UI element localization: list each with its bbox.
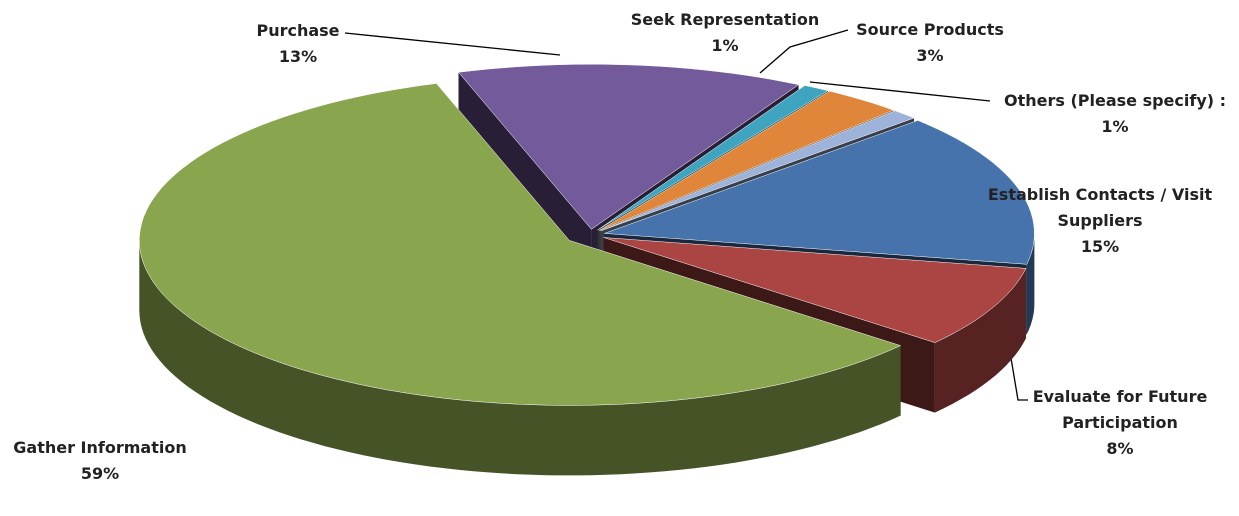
slice bbox=[603, 237, 1027, 343]
category-label: Others (Please specify) : bbox=[1003, 91, 1227, 110]
leader-line bbox=[1007, 339, 1028, 401]
data-label: Evaluate for Future Participation 8% bbox=[1000, 384, 1239, 462]
value-label: 3% bbox=[916, 46, 944, 65]
data-label: Purchase 13% bbox=[218, 18, 378, 70]
leader-line bbox=[759, 29, 849, 74]
data-label: Seek Representation 1% bbox=[625, 7, 825, 59]
value-label: 1% bbox=[711, 36, 739, 55]
category-label: Evaluate for Future Participation bbox=[1032, 387, 1208, 432]
slice bbox=[458, 64, 800, 230]
data-label: Source Products 3% bbox=[830, 17, 1030, 69]
value-label: 59% bbox=[80, 464, 120, 483]
value-label: 13% bbox=[278, 47, 318, 66]
slice bbox=[597, 85, 829, 231]
data-label: Others (Please specify) : 1% bbox=[985, 88, 1239, 140]
data-label: Establish Contacts / Visit Suppliers 15% bbox=[975, 182, 1225, 260]
category-label: Purchase bbox=[256, 21, 340, 40]
category-label: Establish Contacts / Visit Suppliers bbox=[987, 185, 1213, 230]
value-label: 1% bbox=[1101, 117, 1129, 136]
leader-line bbox=[344, 32, 561, 56]
slice-side bbox=[139, 240, 901, 476]
category-label: Source Products bbox=[856, 20, 1004, 39]
slice bbox=[604, 120, 1035, 265]
data-label: Gather Information 59% bbox=[0, 435, 200, 487]
value-label: 8% bbox=[1106, 439, 1134, 458]
slice bbox=[139, 83, 902, 406]
slice bbox=[599, 90, 895, 231]
category-label: Seek Representation bbox=[630, 10, 820, 29]
value-label: 15% bbox=[1080, 237, 1120, 256]
slice-side bbox=[934, 268, 1026, 413]
slice-side bbox=[1026, 233, 1035, 335]
slice bbox=[600, 110, 915, 232]
category-label: Gather Information bbox=[13, 438, 187, 457]
leader-line bbox=[809, 81, 991, 102]
